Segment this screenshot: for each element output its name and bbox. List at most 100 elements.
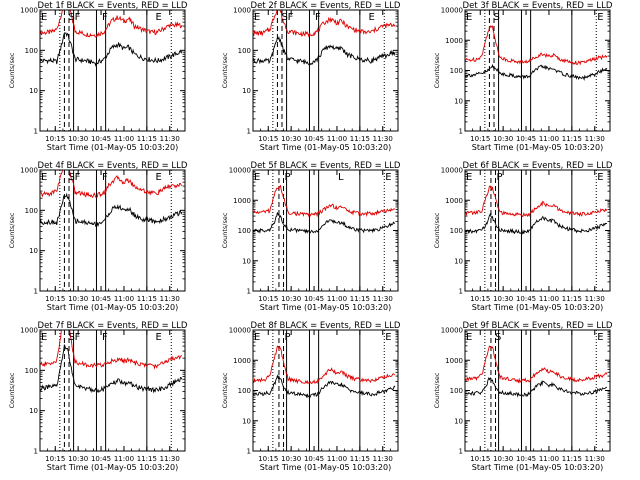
x-tick-label: 10:15	[45, 295, 65, 303]
x-tick-label: 10:30	[493, 455, 513, 463]
x-tick-label: 10:30	[68, 295, 88, 303]
x-tick-label: 11:00	[114, 135, 134, 143]
region-label: P	[497, 172, 503, 183]
y-tick-label: 1000	[20, 327, 38, 335]
y-tick-label: 10	[242, 257, 251, 265]
chart-title: Det 7f BLACK = Events, RED = LLD	[38, 321, 188, 331]
x-tick-label: 11:30	[160, 295, 180, 303]
x-tick-label: 10:45	[91, 135, 111, 143]
region-label: F	[75, 12, 81, 23]
x-tick-label: 10:15	[258, 295, 278, 303]
black-events-series-line	[40, 192, 183, 228]
chart-panel-4: Det 4f BLACK = Events, RED = LLD Counts/s…	[8, 161, 188, 312]
red-lld-series-line	[465, 24, 608, 66]
x-tick-label: 10:15	[45, 455, 65, 463]
chart-title: Det 2f BLACK = Events, RED = LLD	[251, 1, 401, 11]
plot-frame	[464, 169, 611, 292]
region-label: E	[254, 332, 260, 343]
x-tick-label: 10:45	[516, 135, 536, 143]
chart-panel-1: Det 1f BLACK = Events, RED = LLD Counts/s…	[8, 1, 188, 152]
y-tick-label: 100	[450, 387, 463, 395]
x-tick-label: 10:30	[68, 135, 88, 143]
y-tick-label: 1000	[233, 357, 251, 365]
region-label: E	[466, 12, 472, 23]
region-label: E	[368, 12, 374, 23]
x-tick-label: 10:45	[516, 295, 536, 303]
region-label: E	[466, 172, 472, 183]
plot-frame	[39, 9, 186, 132]
x-tick-label: 11:00	[114, 455, 134, 463]
x-tick-label: 11:15	[562, 295, 582, 303]
black-events-series-line	[465, 376, 608, 398]
y-tick-label: 10	[242, 87, 251, 95]
region-label: E	[41, 172, 47, 183]
black-events-series-line	[40, 344, 183, 394]
x-tick-label: 10:15	[45, 135, 65, 143]
red-lld-series-line	[253, 345, 396, 385]
region-label: E	[41, 12, 47, 23]
chart-title: Det 9f BLACK = Events, RED = LLD	[463, 321, 613, 331]
chart-panel-8: Det 8f BLACK = Events, RED = LLD Counts/s…	[221, 321, 401, 472]
red-lld-series-line	[253, 184, 396, 218]
x-tick-label: 10:45	[91, 455, 111, 463]
red-lld-series-line	[40, 170, 183, 199]
x-tick-label: 10:15	[258, 135, 278, 143]
plot-frame	[39, 329, 186, 452]
x-tick-label: 11:15	[350, 135, 370, 143]
chart-panel-7: Det 7f BLACK = Events, RED = LLD Counts/s…	[8, 321, 188, 472]
x-tick-label: 11:15	[350, 455, 370, 463]
region-label: S	[495, 332, 501, 343]
region-label: E	[155, 12, 161, 23]
red-lld-series-line	[40, 330, 182, 370]
y-tick-label: 10000	[229, 167, 251, 175]
y-tick-label: 10000	[441, 167, 463, 175]
y-axis-label: Counts/sec	[8, 372, 16, 408]
x-axis-label: Start Time (01-May-05 10:03:20)	[260, 303, 391, 312]
y-tick-label: 10	[29, 87, 38, 95]
x-tick-label: 11:30	[373, 455, 393, 463]
y-tick-label: 10000	[441, 327, 463, 335]
region-label: E	[597, 12, 603, 23]
y-tick-label: 1000	[233, 7, 251, 15]
y-tick-label: 1000	[20, 167, 38, 175]
y-tick-label: 1	[34, 128, 38, 136]
x-tick-label: 10:15	[258, 455, 278, 463]
chart-title: Det 8f BLACK = Events, RED = LLD	[251, 321, 401, 331]
y-tick-label: 1	[459, 448, 463, 456]
y-tick-label: 100	[25, 367, 38, 375]
y-tick-label: 10	[242, 417, 251, 425]
x-tick-label: 11:00	[539, 295, 559, 303]
y-axis-label: Counts/sec	[433, 372, 441, 408]
red-lld-series-line	[40, 10, 183, 38]
plot-frame	[252, 329, 399, 452]
y-tick-label: 1	[459, 128, 463, 136]
x-axis-label: Start Time (01-May-05 10:03:20)	[260, 143, 391, 152]
y-tick-label: 100	[238, 227, 251, 235]
region-label: F	[102, 12, 108, 23]
y-tick-label: 1000	[445, 197, 463, 205]
x-tick-label: 11:15	[562, 135, 582, 143]
black-events-series-line	[465, 213, 607, 235]
x-tick-label: 11:30	[373, 135, 393, 143]
x-tick-label: 10:30	[281, 135, 301, 143]
x-tick-label: 10:45	[304, 135, 324, 143]
y-tick-label: 1000	[233, 197, 251, 205]
plot-frame	[252, 169, 399, 292]
region-label: F	[75, 332, 81, 343]
x-axis-label: Start Time (01-May-05 10:03:20)	[472, 143, 603, 152]
x-tick-label: 11:15	[562, 455, 582, 463]
y-tick-label: 1000	[20, 7, 38, 15]
y-tick-label: 1	[34, 288, 38, 296]
y-axis-label: Counts/sec	[433, 52, 441, 88]
plot-frame	[464, 329, 611, 452]
region-label: S	[68, 172, 74, 183]
region-label: E	[466, 332, 472, 343]
x-tick-label: 11:15	[350, 295, 370, 303]
x-tick-label: 11:00	[327, 135, 347, 143]
y-tick-label: 1	[247, 448, 251, 456]
x-tick-label: 11:00	[327, 295, 347, 303]
x-tick-label: 11:00	[539, 135, 559, 143]
x-tick-label: 10:30	[493, 135, 513, 143]
x-tick-label: 11:30	[160, 455, 180, 463]
plot-frame	[252, 9, 399, 132]
